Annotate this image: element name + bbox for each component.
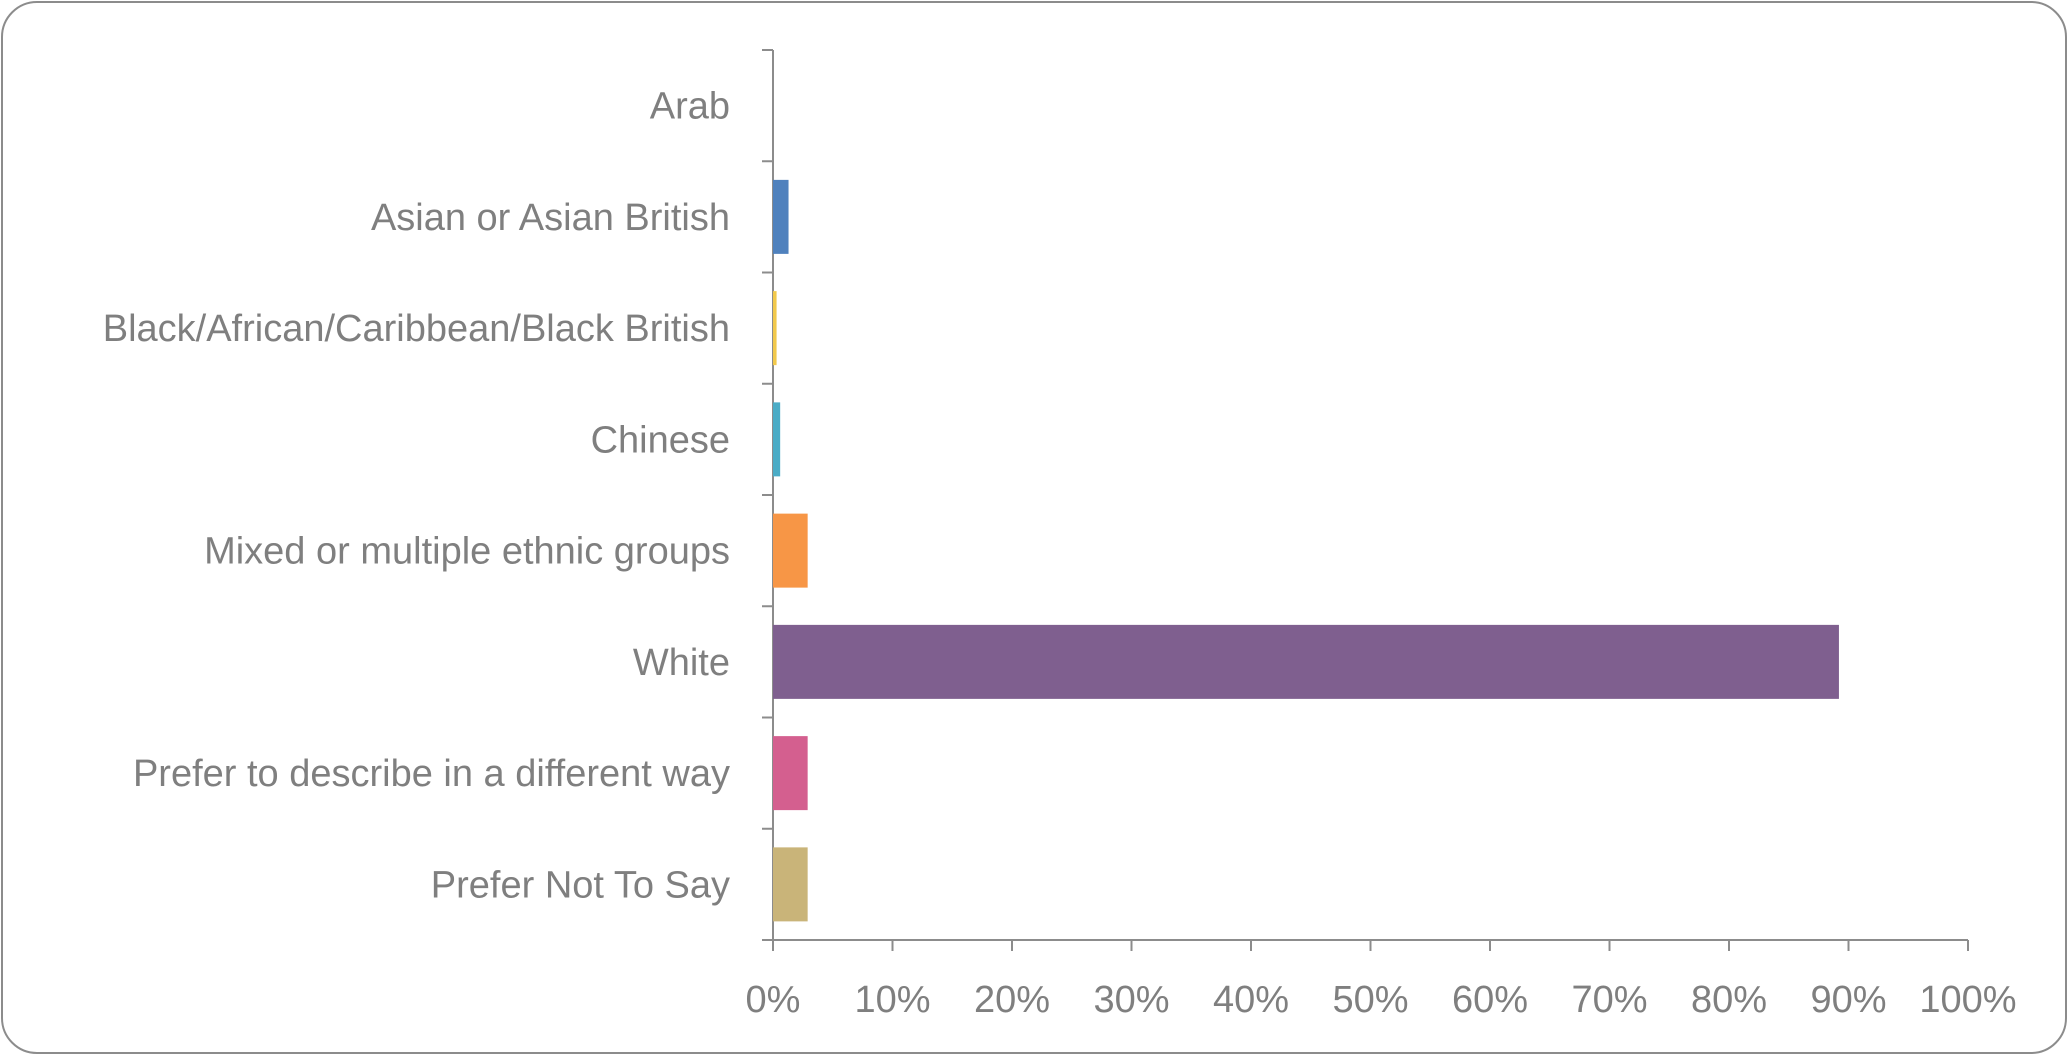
x-tick-labels: 0% 10% 20% 30% 40% 50% 60% 70% 80% 90% 100% (746, 979, 2017, 1021)
category-labels: Arab Asian or Asian British Black/African/… (103, 86, 730, 907)
category-label: Prefer to describe in a different way (133, 753, 730, 795)
category-label: Asian or Asian British (371, 197, 730, 239)
bar (773, 179, 789, 254)
x-tick-label: 0% (746, 979, 801, 1021)
x-tick-label: 40% (1213, 979, 1289, 1021)
bar (773, 736, 808, 811)
x-tick-label: 50% (1332, 979, 1408, 1021)
category-label: White (633, 642, 730, 684)
category-label: Arab (650, 86, 730, 128)
bar (773, 402, 781, 477)
category-label: Prefer Not To Say (431, 864, 730, 906)
category-label: Mixed or multiple ethnic groups (204, 531, 730, 573)
chart-bars (773, 179, 1839, 922)
x-tick-label: 20% (974, 979, 1050, 1021)
x-tick-label: 30% (1093, 979, 1169, 1021)
category-label: Black/African/Caribbean/Black British (103, 308, 730, 350)
bar (773, 291, 777, 366)
chart-axes (762, 49, 1969, 951)
bar (773, 513, 808, 588)
bar (773, 847, 808, 922)
x-tick-label: 10% (854, 979, 930, 1021)
x-tick-label: 80% (1691, 979, 1767, 1021)
bar (773, 624, 1839, 699)
category-label: Chinese (591, 419, 730, 461)
x-tick-label: 100% (1919, 979, 2016, 1021)
x-tick-label: 90% (1810, 979, 1886, 1021)
x-tick-label: 70% (1571, 979, 1647, 1021)
x-tick-label: 60% (1452, 979, 1528, 1021)
